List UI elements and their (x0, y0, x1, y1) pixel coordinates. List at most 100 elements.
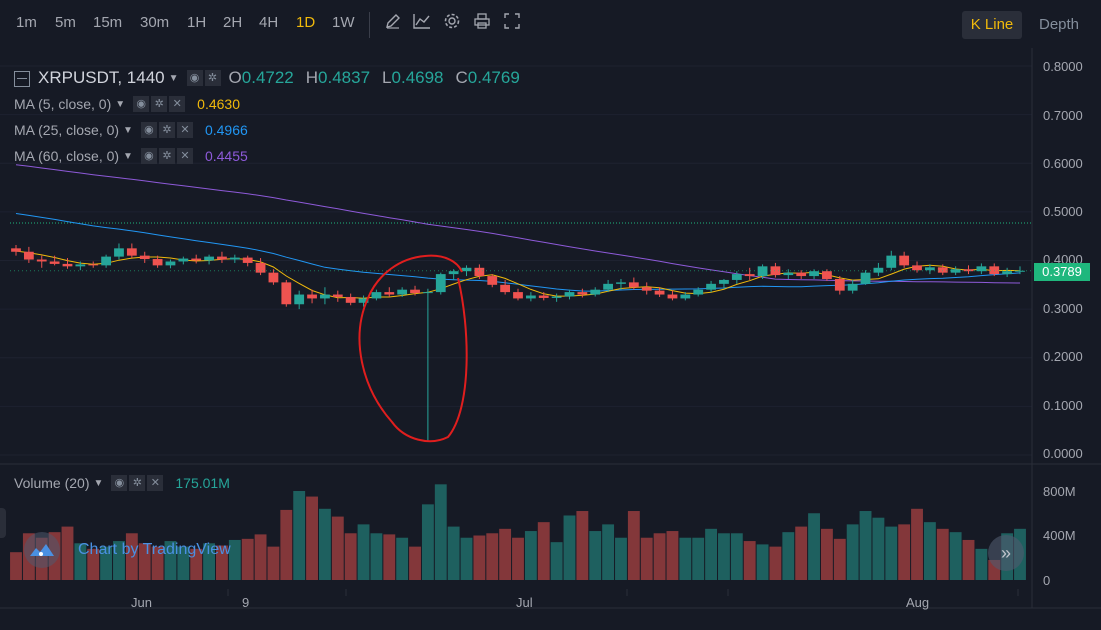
candle-body (950, 269, 961, 273)
volume-bar (589, 531, 602, 580)
depth-button[interactable]: Depth (1038, 16, 1080, 33)
gear-icon[interactable]: ✲ (129, 475, 146, 491)
volume-bar (434, 484, 447, 580)
collapse-icon[interactable] (14, 71, 30, 87)
timeframe-1d[interactable]: 1D (296, 14, 316, 31)
price-axis-label: 0.5000 (1043, 204, 1083, 219)
print-icon[interactable] (472, 12, 492, 36)
volume-bar (679, 537, 692, 580)
fullscreen-icon[interactable] (502, 12, 522, 36)
volume-bar (859, 511, 872, 580)
timeframe-1w[interactable]: 1W (332, 14, 355, 31)
candle-body (397, 289, 408, 295)
timeframe-4h[interactable]: 4H (259, 14, 279, 31)
candle-body (294, 294, 305, 305)
scroll-to-realtime-button[interactable]: » (988, 535, 1024, 571)
volume-bar (615, 537, 627, 580)
eye-icon[interactable]: ◉ (140, 122, 157, 138)
eye-icon[interactable]: ◉ (140, 148, 157, 164)
chevron-down-icon[interactable]: ▼ (123, 150, 133, 162)
chevron-down-icon[interactable]: ▼ (115, 98, 126, 110)
chevron-down-icon[interactable]: ▼ (123, 124, 133, 136)
gear-icon[interactable]: ✲ (158, 122, 175, 138)
volume-bar (190, 548, 203, 580)
chevron-down-icon[interactable]: ▼ (168, 72, 179, 84)
open-value: 0.4722 (241, 68, 294, 87)
volume-bar (370, 533, 383, 580)
volume-bar (898, 524, 911, 580)
tradingview-watermark[interactable]: Chart by TradingView (24, 532, 231, 568)
volume-bar (421, 504, 434, 580)
chevron-down-icon[interactable]: ▼ (93, 477, 104, 489)
price-axis-label: 0.8000 (1043, 59, 1083, 74)
timeframe-15m[interactable]: 15m (93, 14, 123, 31)
gear-icon[interactable] (442, 12, 462, 36)
candle-body (525, 295, 536, 299)
candle-body (680, 294, 691, 299)
eye-icon[interactable]: ◉ (133, 96, 150, 112)
volume-bar (550, 542, 563, 580)
candle-body (435, 274, 446, 293)
side-panel-toggle[interactable] (0, 508, 6, 538)
candle-body (603, 283, 613, 290)
candle-body (513, 292, 523, 299)
close-icon[interactable]: ✕ (176, 148, 193, 164)
timeframe-1h[interactable]: 1H (187, 14, 207, 31)
timeframe-1m[interactable]: 1m (16, 14, 37, 31)
gear-icon[interactable]: ✲ (158, 148, 175, 164)
candle-body (11, 248, 21, 252)
volume-bar (267, 546, 280, 580)
candle-body (384, 292, 395, 295)
close-icon[interactable]: ✕ (147, 475, 164, 491)
candle-body (500, 284, 511, 293)
volume-bar (293, 491, 306, 580)
gear-icon[interactable]: ✲ (151, 96, 168, 112)
candle-body (796, 272, 807, 277)
candle-body (925, 267, 935, 271)
eye-icon[interactable]: ◉ (186, 70, 203, 86)
toolbar: 1m 5m 15m 30m 1H 2H 4H 1D 1W K Line Dept… (0, 0, 1101, 48)
low-label: L (382, 68, 392, 87)
volume-bar (344, 533, 357, 580)
ma60-value: 0.4455 (204, 148, 248, 164)
close-icon[interactable]: ✕ (169, 96, 186, 112)
volume-bar (627, 511, 640, 580)
timeframe-2h[interactable]: 2H (223, 14, 243, 31)
gear-icon[interactable]: ✲ (204, 70, 221, 86)
volume-bar (138, 543, 151, 580)
volume-bar (936, 528, 949, 580)
close-icon[interactable]: ✕ (176, 122, 193, 138)
volume-bar (730, 533, 743, 580)
kline-button[interactable]: K Line (962, 11, 1022, 39)
eye-icon[interactable]: ◉ (111, 475, 128, 491)
candle-body (616, 282, 626, 284)
candle-body (320, 294, 330, 299)
volume-bar (447, 526, 460, 580)
timeframe-30m[interactable]: 30m (140, 14, 170, 31)
volume-bar (666, 531, 679, 580)
candle-body (719, 279, 729, 284)
candle-body (62, 263, 73, 267)
timeframe-5m[interactable]: 5m (55, 14, 76, 31)
volume-bar (885, 526, 898, 580)
price-axis-label: 0.6000 (1043, 156, 1083, 171)
volume-axis-label: 0 (1043, 573, 1051, 588)
volume-bar (151, 546, 164, 580)
volume-bar (820, 528, 833, 580)
candle-body (88, 264, 99, 266)
volume-bar (988, 559, 1001, 580)
ma60-label: MA (60, close, 0) (14, 148, 120, 164)
volume-bar (10, 552, 22, 580)
candle-body (912, 265, 922, 271)
candle-body (217, 256, 227, 260)
price-axis-label: 0.2000 (1043, 349, 1083, 364)
volume-axis-label: 400M (1043, 528, 1076, 543)
candle-body (654, 290, 665, 295)
pencil-icon[interactable] (383, 12, 403, 36)
tradingview-logo-icon (24, 532, 60, 568)
indicator-icon[interactable] (412, 12, 432, 36)
candle-body (165, 261, 176, 266)
candle-body (976, 266, 987, 272)
volume-bar (216, 545, 228, 580)
volume-bar (949, 532, 962, 580)
